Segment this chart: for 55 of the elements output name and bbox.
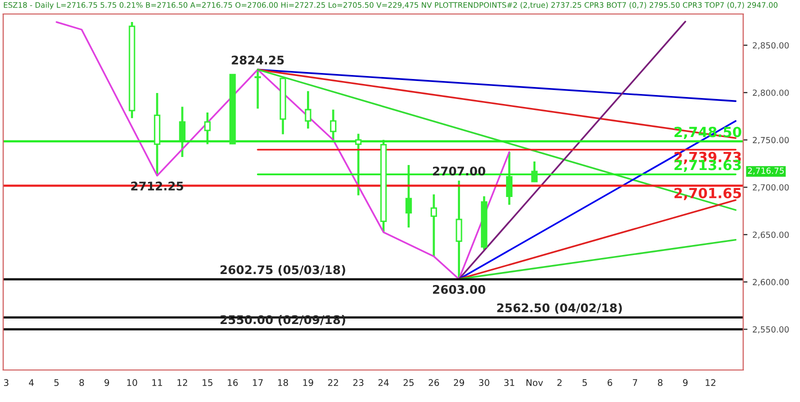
candlestick <box>179 106 186 158</box>
line-series <box>56 21 510 280</box>
x-tick-label: 9 <box>683 379 688 386</box>
candlestick <box>254 68 261 110</box>
candlestick <box>531 160 538 184</box>
candlestick <box>456 180 462 280</box>
x-tick-label: 5 <box>582 379 587 386</box>
x-tick-label: 18 <box>278 379 288 386</box>
x-tick-label: 22 <box>328 379 338 386</box>
y-tick-label: 2,750.00 <box>752 136 789 144</box>
x-tick-label: 4 <box>28 379 34 386</box>
x-tick-label: 23 <box>353 379 364 386</box>
annotation: 2602.75 (05/03/18) <box>220 265 346 276</box>
y-tick-label: 2,800.00 <box>752 90 789 97</box>
x-tick-label: 30 <box>479 379 490 386</box>
y-tick-label: 2,850.00 <box>752 42 789 50</box>
x-tick-label: 8 <box>658 379 662 386</box>
x-tick-label: 31 <box>504 379 514 386</box>
x-tick-label: 9 <box>104 379 110 386</box>
x-tick-label: 17 <box>252 379 263 386</box>
x-tick-label: 2 <box>557 379 562 386</box>
x-tick-label: 7 <box>632 379 638 386</box>
y-tick-label: 2,700.00 <box>752 184 789 192</box>
x-tick-label: 3 <box>4 379 8 386</box>
annotation: 2824.25 <box>232 56 284 64</box>
x-tick-label: 19 <box>303 379 314 386</box>
x-tick-label: 12 <box>706 379 716 386</box>
x-tick-label: 25 <box>404 379 414 386</box>
candlestick <box>430 193 438 258</box>
annotation: 2707.00 <box>433 166 486 176</box>
x-tick-label: 29 <box>454 379 464 386</box>
annotation: 2712.25 <box>131 182 184 190</box>
candlestick <box>304 90 312 130</box>
x-tick-label: 5 <box>54 379 59 386</box>
x-tick-label: 8 <box>79 379 84 386</box>
text: 2,716.75 <box>748 168 784 175</box>
annotation: 2603.00 <box>433 284 486 294</box>
x-tick-label: Nov <box>526 379 543 386</box>
candlestick <box>204 111 211 146</box>
candlestick <box>330 108 336 144</box>
x-tick-label: 10 <box>127 379 138 386</box>
x-tick-label: 6 <box>608 379 612 386</box>
y-tick-label: 2,550.00 <box>752 326 789 334</box>
x-tick-label: 15 <box>202 379 212 386</box>
x-tick-label: 16 <box>228 379 238 386</box>
x-tick-label: 11 <box>152 379 162 386</box>
candlestick <box>506 150 512 206</box>
annotation: 2562.50 (04/02/18) <box>497 303 622 314</box>
y-tick-label: 2,650.00 <box>752 232 789 239</box>
candlestick <box>405 164 412 229</box>
x-tick-label: 24 <box>378 379 389 386</box>
y-tick-label: 2,600.00 <box>752 278 789 286</box>
x-tick-label: 12 <box>178 379 188 386</box>
x-tick-label: 26 <box>428 379 439 386</box>
candlestick <box>355 132 362 196</box>
